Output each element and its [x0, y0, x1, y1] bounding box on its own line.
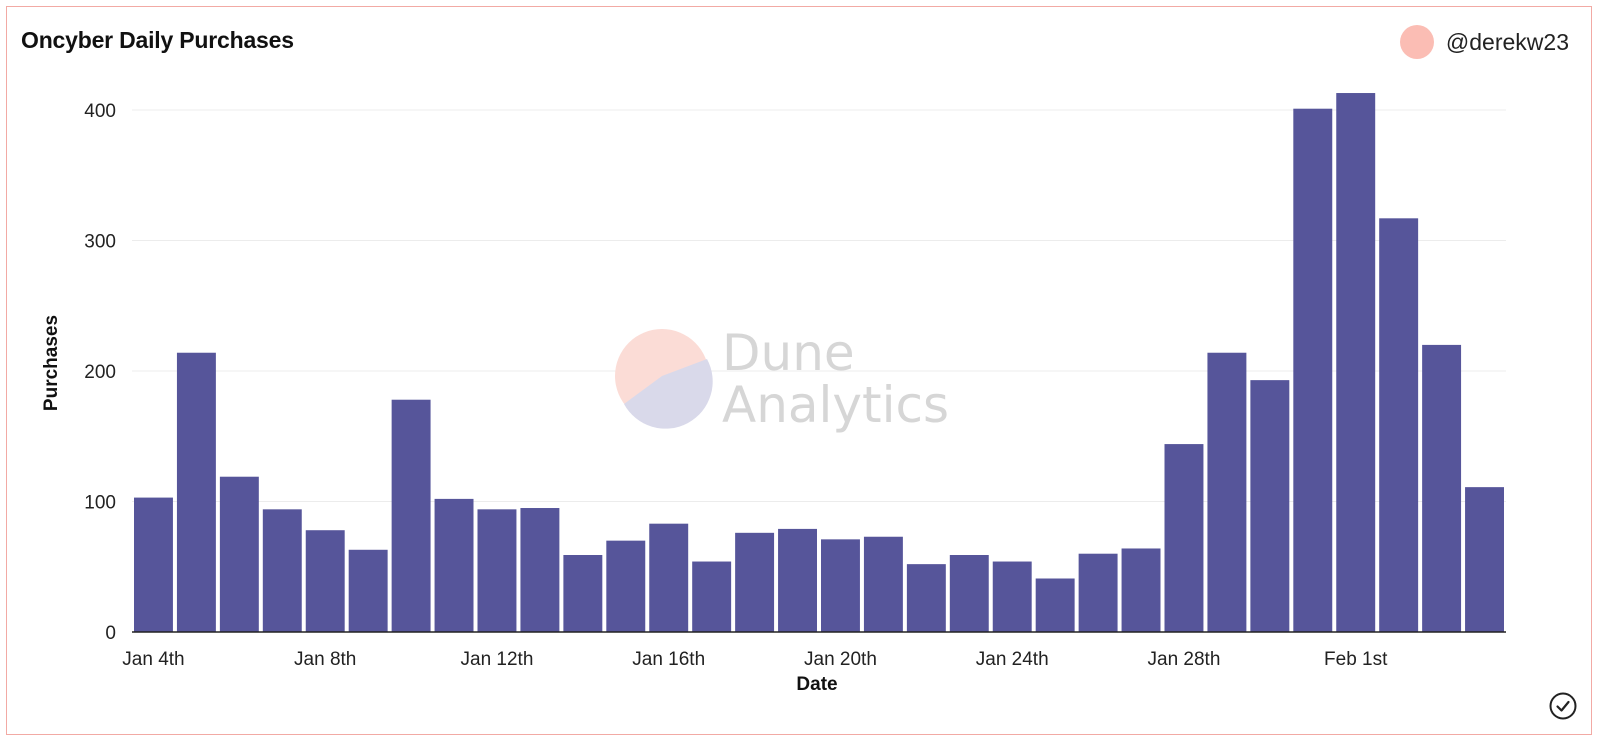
- bar-jan-18th[interactable]: [735, 532, 775, 632]
- bar-feb-4th[interactable]: [1465, 487, 1504, 632]
- bar-jan-25th[interactable]: [1035, 578, 1075, 633]
- bar-jan-4th[interactable]: [134, 497, 173, 632]
- bar-jan-31st[interactable]: [1293, 108, 1333, 632]
- x-axis-label: Date: [796, 674, 837, 695]
- bar-jan-9th[interactable]: [348, 549, 388, 632]
- bar-feb-1st[interactable]: [1336, 93, 1376, 632]
- bar-jan-15th[interactable]: [606, 540, 646, 632]
- bar-jan-20th[interactable]: [821, 539, 860, 632]
- y-tick-label: 200: [84, 362, 116, 383]
- x-tick-label: Jan 28th: [1148, 649, 1221, 670]
- y-tick-label: 400: [84, 101, 116, 122]
- bar-jan-8th[interactable]: [305, 530, 345, 632]
- chart-title: Oncyber Daily Purchases: [21, 27, 294, 53]
- avatar: [1399, 25, 1434, 59]
- bar-jan-21st[interactable]: [863, 536, 903, 632]
- bar-jan-12th[interactable]: [477, 509, 517, 632]
- bar-jan-26th[interactable]: [1078, 553, 1118, 632]
- y-axis-label: Purchases: [41, 315, 62, 411]
- x-tick-labels: Jan 4th Jan 8th Jan 12th Jan 16th Jan 20th Ja…: [122, 649, 1388, 670]
- x-tick-label: Jan 4th: [122, 649, 184, 670]
- bar-jan-24th[interactable]: [992, 561, 1032, 632]
- check-icon: [1549, 692, 1577, 720]
- watermark: Dune Analytics: [615, 324, 949, 434]
- bar-jan-7th[interactable]: [262, 509, 302, 632]
- bar-series: [134, 93, 1504, 632]
- watermark-line2: Analytics: [722, 376, 949, 434]
- bar-jan-29th[interactable]: [1207, 352, 1247, 632]
- author-badge[interactable]: @derekw23: [1399, 25, 1569, 59]
- x-tick-label: Jan 20th: [804, 649, 877, 670]
- bar-jan-16th[interactable]: [649, 523, 689, 632]
- bar-feb-2nd[interactable]: [1379, 218, 1419, 632]
- bar-jan-13th[interactable]: [520, 508, 560, 632]
- bar-jan-17th[interactable]: [692, 561, 732, 632]
- bar-jan-30th[interactable]: [1250, 380, 1290, 632]
- bar-jan-11th[interactable]: [434, 498, 474, 632]
- x-tick-label: Jan 12th: [461, 649, 534, 670]
- bar-jan-19th[interactable]: [778, 528, 817, 632]
- author-name[interactable]: @derekw23: [1445, 28, 1569, 55]
- bar-jan-22nd[interactable]: [906, 564, 946, 632]
- bar-jan-23rd[interactable]: [949, 555, 989, 632]
- watermark-line1: Dune: [722, 324, 855, 382]
- x-tick-label: Jan 24th: [976, 649, 1049, 670]
- bar-jan-14th[interactable]: [563, 555, 603, 632]
- bar-jan-27th[interactable]: [1121, 548, 1161, 632]
- bar-jan-5th[interactable]: [176, 352, 216, 632]
- x-tick-label: Feb 1st: [1324, 649, 1388, 670]
- x-tick-label: Jan 16th: [632, 649, 705, 670]
- x-tick-label: Jan 8th: [294, 649, 356, 670]
- y-tick-labels: 0 100 200 300 400: [84, 101, 116, 644]
- y-tick-label: 300: [84, 232, 116, 253]
- bar-jan-10th[interactable]: [391, 399, 431, 632]
- y-tick-label: 100: [84, 493, 116, 514]
- bar-jan-28th[interactable]: [1164, 444, 1204, 632]
- bar-feb-3rd[interactable]: [1422, 344, 1462, 632]
- y-tick-label: 0: [105, 623, 116, 644]
- bar-jan-6th[interactable]: [219, 476, 259, 632]
